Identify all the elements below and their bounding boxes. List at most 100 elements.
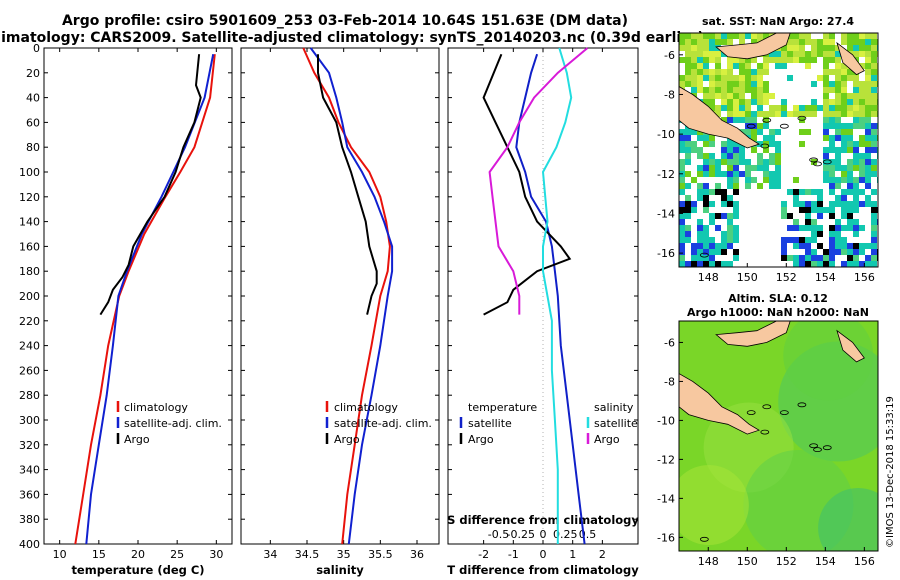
sst-cell [865, 159, 871, 165]
sst-cell [769, 177, 775, 183]
sst-cell [853, 33, 859, 39]
sst-cell [817, 225, 823, 231]
sst-cell [865, 39, 871, 45]
sst-cell [829, 189, 835, 195]
sst-cell [841, 207, 847, 213]
sst-cell [763, 87, 769, 93]
sst-cell [709, 135, 715, 141]
sst-cell [763, 165, 769, 171]
sst-cell [685, 81, 691, 87]
x-tick-label: 35 [337, 548, 351, 561]
sst-cell [739, 63, 745, 69]
sst-cell [793, 255, 799, 261]
sst-cell [811, 111, 817, 117]
map-x-tick-label: 148 [698, 555, 719, 568]
y-tick-label: 40 [26, 92, 40, 105]
sst-cell [745, 69, 751, 75]
sst-cell [835, 195, 841, 201]
sst-cell [859, 45, 865, 51]
sst-cell [859, 249, 865, 255]
sst-cell [745, 177, 751, 183]
sst-cell [739, 87, 745, 93]
sst-cell [853, 123, 859, 129]
sst-cell [703, 93, 709, 99]
sst-cell [853, 39, 859, 45]
sst-cell [871, 45, 877, 51]
sla-blob [679, 465, 749, 545]
sst-cell [847, 249, 853, 255]
sst-cell [775, 177, 781, 183]
sst-cell [847, 207, 853, 213]
sst-cell [847, 93, 853, 99]
sst-cell [865, 135, 871, 141]
sst-cell [787, 51, 793, 57]
y-tick-label: 120 [19, 191, 40, 204]
sst-cell [865, 51, 871, 57]
sst-cell [757, 165, 763, 171]
sst-cell [859, 123, 865, 129]
sst-cell [685, 141, 691, 147]
sst-cell [865, 165, 871, 171]
sst-cell [739, 117, 745, 123]
island-outline [762, 117, 772, 123]
x2-axis-label: S difference from climatology [447, 513, 639, 527]
sst-cell [721, 33, 727, 39]
legend-sal-argo-label: Argo [334, 433, 360, 446]
sst-cell [769, 183, 775, 189]
sst-cell [715, 249, 721, 255]
sst-cell [739, 33, 745, 39]
sst-cell [853, 45, 859, 51]
island-outline [699, 536, 709, 542]
sst-cell [685, 129, 691, 135]
land-new-guinea [679, 373, 760, 435]
sst-cell [775, 147, 781, 153]
sst-cell [841, 105, 847, 111]
map-body [679, 321, 878, 551]
sst-cell [757, 69, 763, 75]
sst-cell [871, 213, 877, 219]
sst-cell [847, 225, 853, 231]
island-outline [760, 143, 770, 149]
sst-cell [739, 99, 745, 105]
sst-cell [841, 165, 847, 171]
sst-cell [733, 33, 739, 39]
sst-cell [709, 45, 715, 51]
legend-sal-satellite-label: satellite-adj. clim. [334, 417, 432, 430]
sst-cell [793, 261, 799, 267]
y-tick-label: 160 [19, 240, 40, 253]
sst-cell [685, 225, 691, 231]
sst-cell [841, 213, 847, 219]
sst-cell [751, 81, 757, 87]
sst-cell [871, 171, 877, 177]
x-tick-label: -1 [508, 548, 519, 561]
sst-cell [763, 177, 769, 183]
sst-cell [817, 255, 823, 261]
sst-cell [853, 207, 859, 213]
sst-cell [703, 99, 709, 105]
sst-cell [817, 189, 823, 195]
sst-cell [697, 195, 703, 201]
sst-cell [751, 111, 757, 117]
sst-cell [865, 81, 871, 87]
sst-cell [757, 87, 763, 93]
sst-cell [721, 249, 727, 255]
sst-cell [715, 225, 721, 231]
sst-cell [745, 117, 751, 123]
sst-cell [745, 87, 751, 93]
sst-cell [865, 87, 871, 93]
sst-cell [793, 39, 799, 45]
sla-blob [818, 488, 878, 551]
sst-cell [871, 225, 877, 231]
sst-cell [745, 99, 751, 105]
sst-cell [805, 201, 811, 207]
sst-cell [781, 51, 787, 57]
sst-cell [691, 39, 697, 45]
sst-cell [841, 99, 847, 105]
sst-cell [703, 63, 709, 69]
sst-cell [679, 243, 685, 249]
sst-cell [829, 237, 835, 243]
sst-cell [847, 159, 853, 165]
sst-cell [739, 81, 745, 87]
plot-frame [240, 47, 440, 545]
sst-cell [841, 129, 847, 135]
